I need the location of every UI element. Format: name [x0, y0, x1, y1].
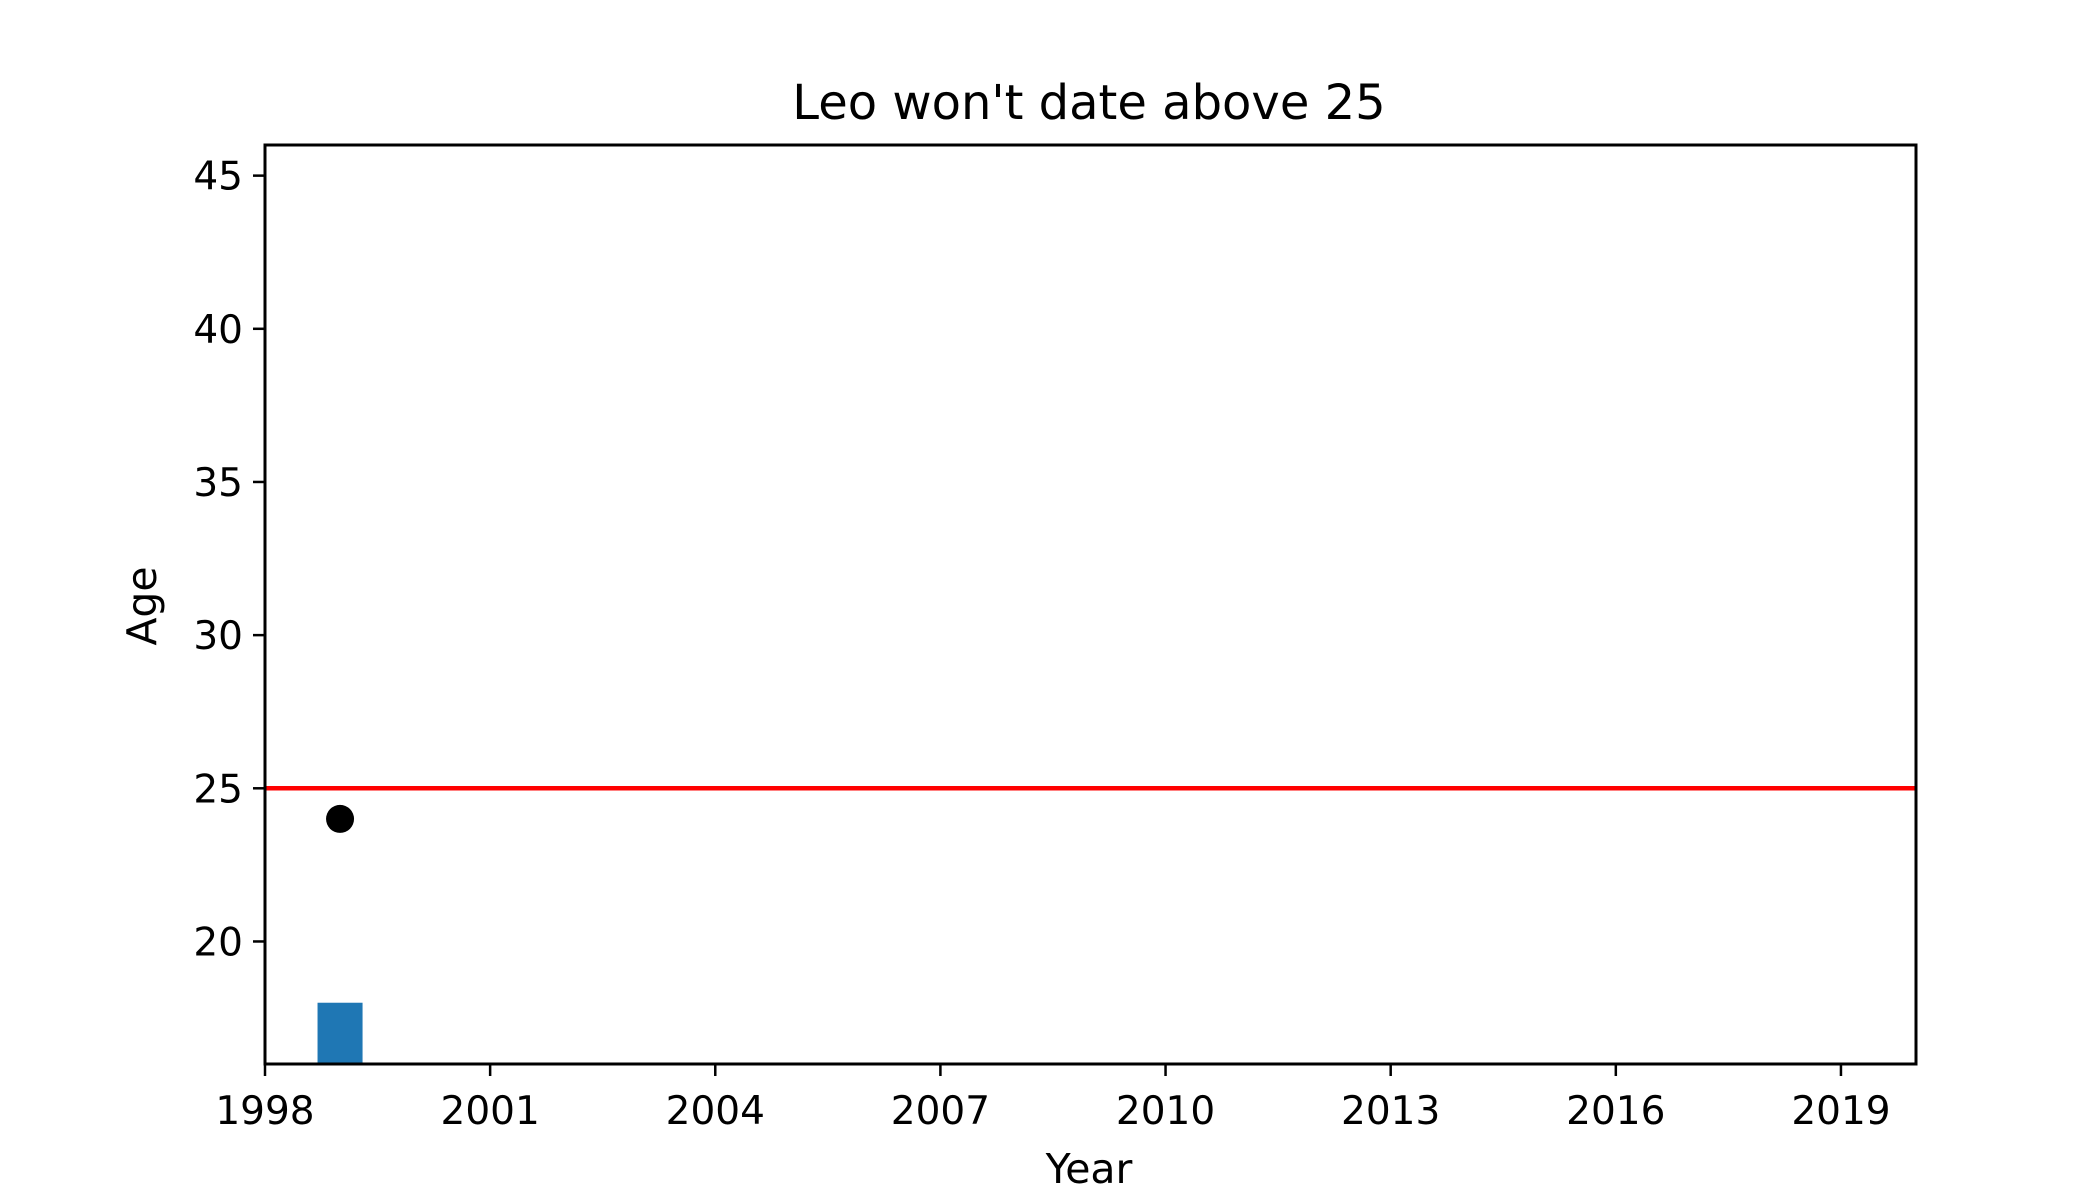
y-tick-label: 30 — [193, 614, 243, 659]
y-tick-label: 25 — [193, 767, 243, 812]
x-tick-label: 2010 — [1116, 1089, 1215, 1134]
x-tick-label: 2004 — [666, 1089, 765, 1134]
x-tick-label: 1998 — [215, 1089, 314, 1134]
y-tick-label: 45 — [193, 155, 243, 200]
chart-title: Leo won't date above 25 — [792, 75, 1385, 131]
plot-frame — [263, 143, 1918, 1066]
y-tick-label: 20 — [193, 920, 243, 965]
x-tick-label: 2019 — [1791, 1089, 1890, 1134]
scatter-point — [326, 804, 355, 833]
y-axis-label: Age — [118, 566, 166, 645]
x-axis-label: Year — [1045, 1145, 1133, 1193]
bar-mark — [317, 1002, 363, 1064]
y-tick-label: 40 — [193, 308, 243, 353]
plot-area: 1998 2001 2004 2007 2010 2013 2016 2019 20 25 30 35… — [193, 143, 1918, 1134]
y-tick-label: 35 — [193, 461, 243, 506]
x-tick-label: 2001 — [441, 1089, 540, 1134]
x-tick-label: 2013 — [1341, 1089, 1440, 1134]
x-tick-label: 2016 — [1566, 1089, 1665, 1134]
x-tick-label: 2007 — [891, 1089, 990, 1134]
